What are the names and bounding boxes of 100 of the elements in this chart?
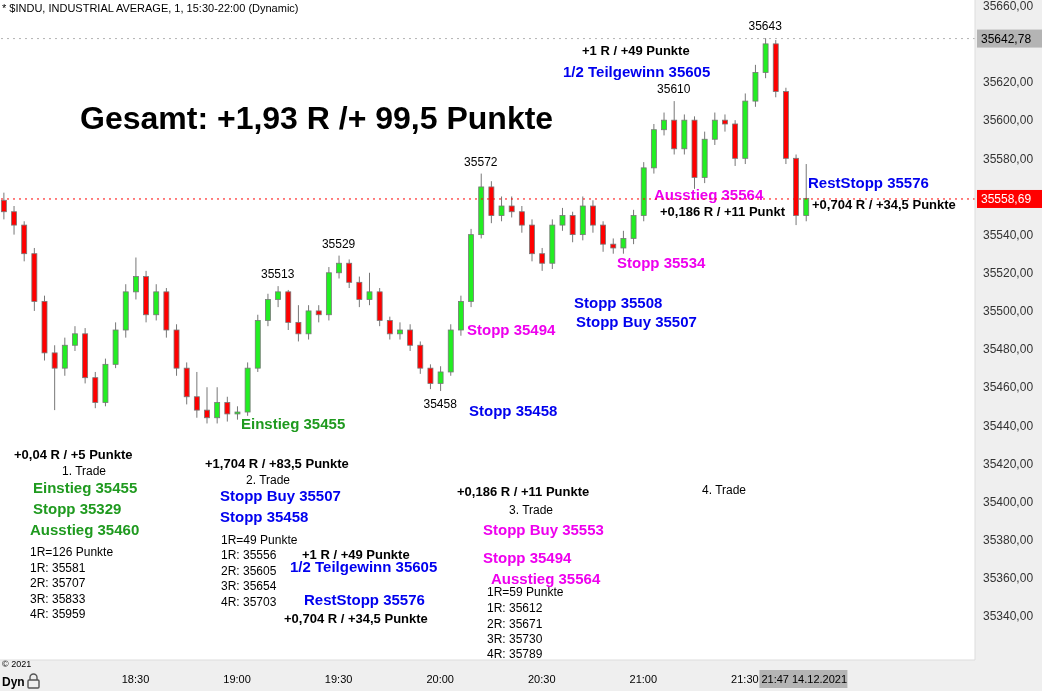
- annotation: 3R: 35654: [221, 579, 277, 593]
- annotation: Stopp Buy 35507: [220, 487, 341, 504]
- x-tick-label: 19:30: [324, 673, 353, 685]
- y-tick-label: 35600,00: [983, 113, 1034, 128]
- annotation: +1,704 R / +83,5 Punkte: [205, 456, 349, 471]
- annotation: 1R: 35556: [221, 548, 277, 562]
- annotation: Stopp Buy 35507: [576, 313, 697, 330]
- annotation: 35513: [260, 267, 295, 282]
- annotation: +0,186 R / +11 Punkte: [457, 484, 590, 499]
- annotation: Stopp 35458: [469, 402, 558, 419]
- candlestick: [407, 323, 414, 352]
- y-tick-label: 35420,00: [983, 456, 1034, 471]
- candlestick: [153, 283, 160, 321]
- y-tick-label: 35400,00: [983, 494, 1034, 509]
- annotation: 3. Trade: [509, 503, 554, 517]
- annotation: 35643: [748, 19, 783, 34]
- candlestick: [711, 112, 718, 146]
- candlestick: [336, 255, 342, 279]
- text: Dyn: [2, 675, 25, 689]
- candlestick: [569, 211, 576, 243]
- candlestick: [11, 205, 17, 236]
- annotation: Stopp 35494: [467, 321, 557, 338]
- y-tick-label: 35620,00: [983, 75, 1034, 90]
- candlestick: [437, 365, 444, 392]
- annotation: Stopp 35329: [33, 500, 122, 517]
- annotation: 4R: 35959: [30, 607, 86, 621]
- x-tick-label: 21:30: [731, 673, 759, 685]
- annotation: Stopp Buy 35553: [483, 521, 604, 538]
- x-tick-label: 18:30: [121, 673, 150, 685]
- annotation: 35458: [423, 396, 458, 411]
- annotation: 1R=49 Punkte: [221, 533, 298, 547]
- candlestick: [498, 195, 505, 222]
- annotation: Stopp 35494: [483, 549, 573, 566]
- candlestick: [539, 247, 546, 272]
- annotation: +0,04 R / +5 Punkte: [14, 447, 133, 462]
- annotation: +0,186 R / +11 Punkt: [660, 204, 786, 219]
- y-tick-label: 35660,00: [983, 0, 1034, 13]
- candlestick: [559, 207, 566, 232]
- annotation: 3R: 35730: [487, 632, 543, 646]
- annotation: 4R: 35789: [487, 647, 543, 661]
- candlestick: [722, 113, 728, 133]
- annotation: 1. Trade: [62, 464, 107, 478]
- y-tick-label: 35440,00: [983, 418, 1034, 433]
- x-tick-label: 21:47 14.12.2021: [761, 673, 848, 685]
- x-tick-label: 21:00: [629, 673, 658, 685]
- y-tick-label: 35340,00: [983, 609, 1034, 624]
- x-tick-label: 20:00: [426, 673, 454, 685]
- annotation: 35610: [657, 82, 691, 97]
- candlestick: [265, 293, 271, 327]
- annotation: +0,704 R / +34,5 Punkte: [284, 611, 428, 626]
- candlestick: [397, 321, 403, 341]
- y-tick-label: 35520,00: [983, 266, 1034, 281]
- y-tick-label: 35500,00: [983, 304, 1034, 319]
- y-tick-label: 35540,00: [983, 227, 1034, 242]
- annotation: Ausstieg 35460: [30, 521, 140, 538]
- candlestick: [356, 276, 363, 308]
- annotation: Gesamt: +1,93 R /+ 99,5 Punkte: [80, 100, 554, 136]
- candlestick: [72, 325, 78, 352]
- ref-line-label: 35558,69: [981, 191, 1032, 206]
- annotation: Einstieg 35455: [241, 415, 346, 432]
- annotation: 35529: [321, 236, 356, 251]
- candlestick: [518, 205, 525, 234]
- y-tick-label: 35460,00: [983, 380, 1034, 395]
- y-tick-label: 35380,00: [983, 533, 1034, 548]
- candlestick: [590, 199, 596, 234]
- candlestick: [133, 257, 139, 300]
- y-tick-label: 35480,00: [983, 342, 1034, 357]
- candlestick: [295, 304, 302, 342]
- annotation: 1R=126 Punkte: [30, 545, 114, 559]
- annotation: Stopp 35508: [574, 294, 663, 311]
- candlestick: [386, 316, 393, 341]
- annotation: 1R: 35612: [487, 601, 543, 615]
- candlestick: [51, 344, 58, 411]
- y-tick-label: 35360,00: [983, 571, 1034, 586]
- annotation: 1R: 35581: [30, 561, 86, 575]
- annotation: Stopp 35458: [220, 508, 309, 525]
- chart-title: * $INDU, INDUSTRIAL AVERAGE, 1, 15:30-22:00 (Dynamic): [2, 2, 299, 14]
- candlestick: [224, 396, 231, 423]
- candlestick: [275, 285, 281, 308]
- ref-line-label: 35642,78: [981, 31, 1032, 46]
- candlestick: [366, 272, 373, 306]
- annotation: 2R: 35605: [221, 564, 277, 578]
- candlestick: [417, 340, 424, 375]
- y-tick-label: 35580,00: [983, 151, 1034, 166]
- annotation: 1/2 Teilgewinn 35605: [563, 63, 711, 80]
- annotation: Ausstieg 35564: [654, 186, 764, 203]
- annotation: Stopp 35534: [617, 254, 707, 271]
- annotation: 2R: 35671: [487, 617, 543, 631]
- candlestick: [620, 230, 627, 255]
- candlestick: [600, 220, 606, 253]
- annotation: 2R: 35707: [30, 576, 86, 590]
- annotation: RestStopp 35576: [808, 174, 929, 191]
- annotation: Ausstieg 35564: [491, 570, 601, 587]
- annotation: 35572: [464, 154, 498, 169]
- annotation: 4. Trade: [702, 483, 747, 497]
- annotation: RestStopp 35576: [304, 591, 425, 608]
- annotation: © 2021: [2, 659, 32, 669]
- annotation: +0,704 R / +34,5 Punkte: [812, 197, 956, 212]
- candlestick: [204, 386, 210, 424]
- candlestick: [305, 304, 312, 341]
